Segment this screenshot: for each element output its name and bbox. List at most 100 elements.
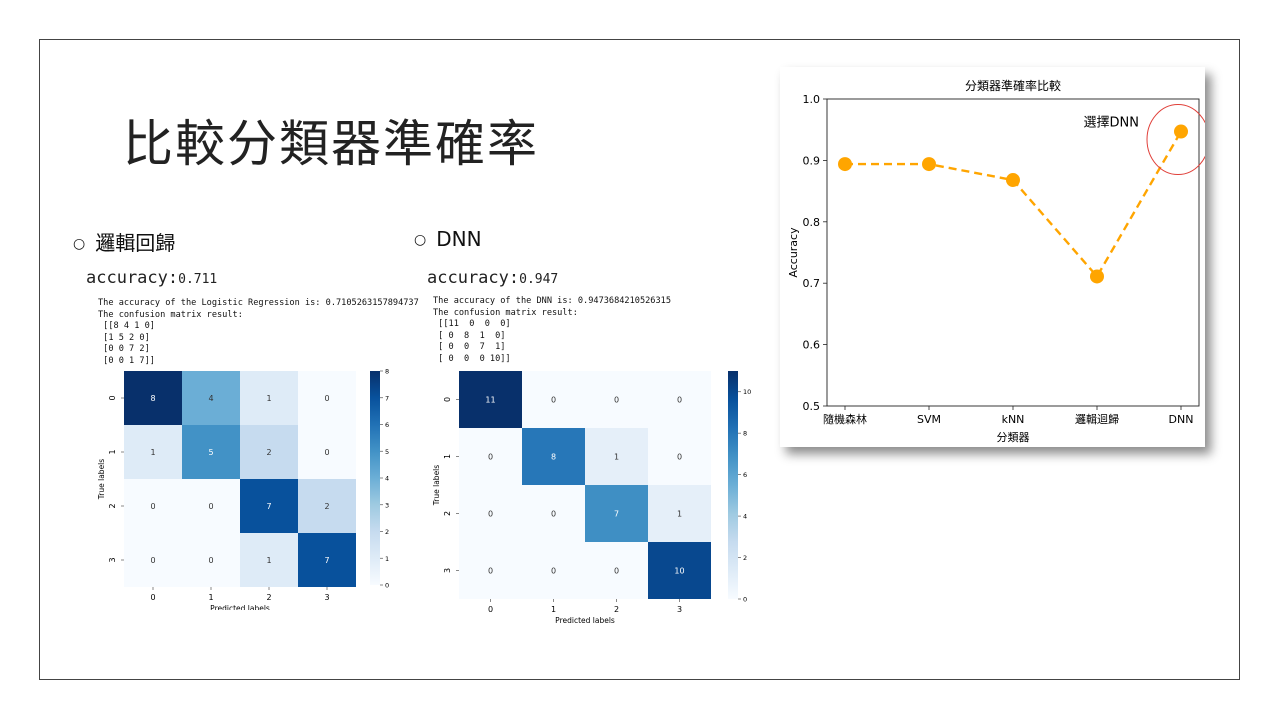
dnn-console-line: [ 0 0 0 10]] [433,353,511,364]
plot-frame [826,98,1200,407]
heatmap-cell-label: 11 [485,396,495,405]
dnn-accuracy-label: accuracy: [427,268,520,288]
bullet-circle-icon: ○ [414,232,427,248]
heatmap-cell [585,371,648,428]
y-tick-label: 0.9 [803,154,821,167]
heatmap-cell [240,371,298,425]
accuracy-chart-card: 分類器準確率比較 0.5 0.6 0.7 0.8 0.9 1.0 隨機森林 SVM kNN 邏輯迴歸… [780,67,1210,447]
heatmap-cell-label: 4 [208,394,213,403]
logreg-console-line: [0 0 1 7]] [98,355,155,366]
dnn-console-line: The confusion matrix result: [433,307,578,318]
y-tick-label: 0.8 [803,216,821,229]
logreg-accuracy-label: accuracy: [86,268,179,288]
dnn-console-line: [[11 0 0 0] [433,319,511,329]
heatmap-cell-label: 0 [208,556,213,565]
colorbar-tick-label: 0 [743,596,747,604]
colorbar-tick-label: 1 [385,555,389,563]
y-axis-label: True labels [97,459,106,500]
heatmap-cell-label: 10 [674,567,684,576]
heatmap-cell-label: 7 [614,510,619,519]
heatmap-cell-label: 8 [150,394,155,403]
accuracy-point [1006,173,1020,188]
accuracy-series-line [845,130,1183,279]
page-title: 比較分類器準確率 [123,115,539,173]
heatmap-cell-label: 2 [266,448,271,457]
y-tick-label: 1 [108,449,117,454]
y-tick-label: 3 [443,568,452,573]
heatmap-cell [522,542,585,599]
heatmap-cell [585,428,648,485]
x-tick-label: SVM [917,413,941,426]
bullet-dnn: ○ DNN [414,227,482,251]
colorbar-tick-label: 2 [385,528,389,536]
heatmap-cell-label: 0 [324,448,329,457]
y-tick-label: 0 [443,397,452,402]
heatmap-cell [459,371,522,428]
logreg-console-line: [[8 4 1 0] [98,321,155,331]
heatmap-cell [124,425,182,479]
heatmap-cell-label: 0 [488,567,493,576]
dnn-console-line: [ 0 8 1 0] [433,330,506,341]
logreg-console-line: The accuracy of the Logistic Regression … [98,298,419,308]
colorbar-tick-label: 4 [743,513,747,521]
logreg-console-line: [0 0 7 2] [98,344,150,354]
heatmap-cell-label: 1 [614,453,619,462]
heatmap-cell [522,428,585,485]
heatmap-cell [648,371,711,428]
heatmap-cell-label: 1 [150,448,155,457]
x-tick-label: 0 [150,593,155,602]
heatmap-cell [522,485,585,542]
y-axis-label: True labels [432,465,441,506]
dnn-console-output: The accuracy of the DNN is: 0.9473684210… [433,296,671,365]
colorbar-tick-label: 6 [385,421,389,429]
heatmap-cell [298,425,356,479]
x-tick-label: 3 [324,593,329,602]
colorbar-tick-label: 8 [385,368,389,376]
logreg-console-line: The confusion matrix result: [98,309,243,320]
heatmap-cell-label: 0 [614,567,619,576]
heatmap-cell [648,542,711,599]
y-tick-label: 1.0 [803,93,821,106]
heatmap-cell [648,485,711,542]
accuracy-line-chart: 分類器準確率比較 0.5 0.6 0.7 0.8 0.9 1.0 隨機森林 SVM kNN 邏輯迴歸… [787,78,1210,444]
heatmap-cell-label: 8 [551,453,556,462]
bullet-dnn-label: DNN [436,227,482,251]
colorbar [728,371,738,599]
dnn-console-line: The accuracy of the DNN is: 0.9473684210… [433,296,671,306]
colorbar-tick-label: 8 [743,430,747,438]
colorbar-tick-label: 0 [385,582,389,590]
heatmap-cell-label: 0 [488,510,493,519]
logreg-console-output: The accuracy of the Logistic Regression … [98,298,419,367]
heatmap-cell-label: 7 [324,556,329,565]
annotation-label: 選擇DNN [1084,115,1139,131]
x-axis-label: 分類器 [997,431,1030,444]
heatmap-cell [182,371,240,425]
heatmap-cell [585,485,648,542]
accuracy-point [838,157,852,172]
accuracy-point [1090,269,1104,284]
colorbar-tick-label: 2 [743,554,747,562]
heatmap-cell [240,533,298,587]
accuracy-point [1174,124,1188,139]
x-axis-label: Predicted labels [555,616,615,625]
heatmap-cell-label: 0 [150,502,155,511]
heatmap-cell-label: 0 [551,396,556,405]
heatmap-cell-label: 0 [208,502,213,511]
x-tick-label: 2 [266,593,271,602]
heatmap-cell [240,425,298,479]
heatmap-cell-label: 7 [266,502,271,511]
x-tick-label: 3 [677,605,682,614]
colorbar-tick-label: 6 [743,471,747,479]
x-tick-label: 0 [488,605,493,614]
x-tick-label: 邏輯迴歸 [1075,412,1119,426]
y-tick-label: 0.6 [803,339,821,352]
heatmap-cell-label: 2 [324,502,329,511]
chart-title: 分類器準確率比較 [965,78,1061,93]
heatmap-cell [459,485,522,542]
heatmap-cell [648,428,711,485]
heatmap-cell-label: 0 [324,394,329,403]
y-tick-label: 0.7 [803,277,821,290]
heatmap-cell [124,371,182,425]
y-tick-label: 2 [108,503,117,508]
